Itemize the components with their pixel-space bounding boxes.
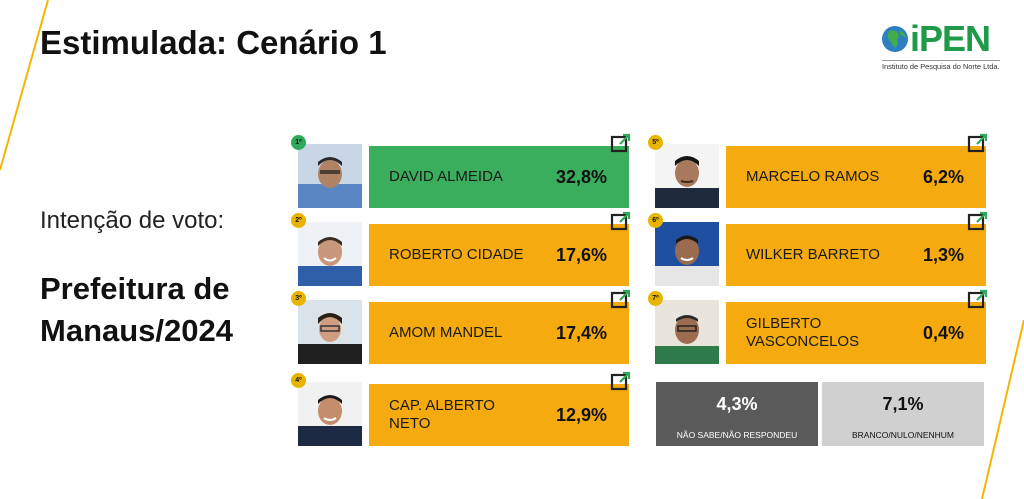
page-title: Estimulada: Cenário 1: [40, 24, 387, 61]
candidate-name: CAP. ALBERTO NETO: [389, 397, 495, 432]
external-link-icon[interactable]: [610, 370, 632, 392]
candidate-percent: 0,4%: [922, 322, 964, 343]
candidate-photo: [298, 382, 362, 446]
candidate-photo: [655, 222, 719, 286]
logo-subtitle: Instituto de Pesquisa do Norte Ltda.: [882, 60, 1000, 71]
candidate-card-3: 3º AMOM MANDEL 17,4%: [291, 289, 631, 364]
rank-badge: 4º: [291, 373, 306, 388]
candidate-percent: 32,8%: [555, 166, 607, 187]
undecided-box: 4,3% NÃO SABE/NÃO RESPONDEU: [656, 382, 818, 446]
candidate-bar: GILBERTO VASCONCELOS 0,4%: [726, 302, 986, 364]
candidate-card-6: 6º WILKER BARRETO 1,3%: [648, 211, 988, 286]
blank-null-box: 7,1% BRANCO/NULO/NENHUM: [822, 382, 984, 446]
candidate-card-7: 7º GILBERTO VASCONCELOS 0,4%: [648, 289, 988, 364]
candidate-bar: DAVID ALMEIDA 32,8%: [369, 146, 629, 208]
candidate-percent: 17,6%: [555, 244, 607, 265]
candidate-bar: WILKER BARRETO 1,3%: [726, 224, 986, 286]
candidate-photo: [298, 144, 362, 208]
candidate-percent: 1,3%: [922, 244, 964, 265]
candidate-photo: [655, 300, 719, 364]
candidate-card-2: 2º ROBERTO CIDADE 17,6%: [291, 211, 631, 286]
candidate-photo: [298, 300, 362, 364]
globe-icon: [882, 26, 908, 52]
candidate-bar: CAP. ALBERTO NETO 12,9%: [369, 384, 629, 446]
candidate-percent: 12,9%: [555, 404, 607, 425]
undecided-label: NÃO SABE/NÃO RESPONDEU: [676, 430, 798, 440]
rank-badge: 3º: [291, 291, 306, 306]
blank-null-percent: 7,1%: [882, 394, 924, 414]
election-heading: Prefeitura de Manaus/2024: [40, 271, 233, 348]
candidate-name: AMOM MANDEL: [389, 324, 503, 341]
candidate-photo: [298, 222, 362, 286]
candidate-name: GILBERTO VASCONCELOS: [746, 315, 860, 350]
candidate-name: MARCELO RAMOS: [746, 168, 880, 185]
external-link-icon[interactable]: [967, 288, 989, 310]
blank-null-label: BRANCO/NULO/NENHUM: [851, 430, 954, 440]
candidate-card-5: 5º MARCELO RAMOS 6,2%: [648, 133, 988, 208]
vote-intention-label: Intenção de voto:: [40, 207, 225, 234]
candidate-bar: AMOM MANDEL 17,4%: [369, 302, 629, 364]
ipen-logo: iPEN Instituto de Pesquisa do Norte Ltda…: [880, 18, 1005, 72]
rank-badge: 6º: [648, 213, 663, 228]
candidate-percent: 6,2%: [922, 166, 964, 187]
undecided-percent: 4,3%: [716, 394, 758, 414]
candidate-bar: MARCELO RAMOS 6,2%: [726, 146, 986, 208]
candidate-percent: 17,4%: [555, 322, 607, 343]
external-link-icon[interactable]: [967, 210, 989, 232]
candidate-bar: ROBERTO CIDADE 17,6%: [369, 224, 629, 286]
candidate-card-1: 1º DAVID ALMEIDA 32,8%: [291, 133, 631, 208]
external-link-icon[interactable]: [967, 132, 989, 154]
candidate-name: WILKER BARRETO: [746, 246, 880, 263]
rank-badge: 5º: [648, 135, 663, 150]
candidate-name: DAVID ALMEIDA: [389, 168, 503, 185]
candidate-photo: [655, 144, 719, 208]
external-link-icon[interactable]: [610, 288, 632, 310]
rank-badge: 1º: [291, 135, 306, 150]
candidate-name: ROBERTO CIDADE: [389, 246, 524, 263]
rank-badge: 7º: [648, 291, 663, 306]
rank-badge: 2º: [291, 213, 306, 228]
external-link-icon[interactable]: [610, 132, 632, 154]
logo-wordmark: iPEN: [910, 18, 991, 59]
candidate-card-4: 4º CAP. ALBERTO NETO 12,9%: [291, 371, 631, 446]
external-link-icon[interactable]: [610, 210, 632, 232]
